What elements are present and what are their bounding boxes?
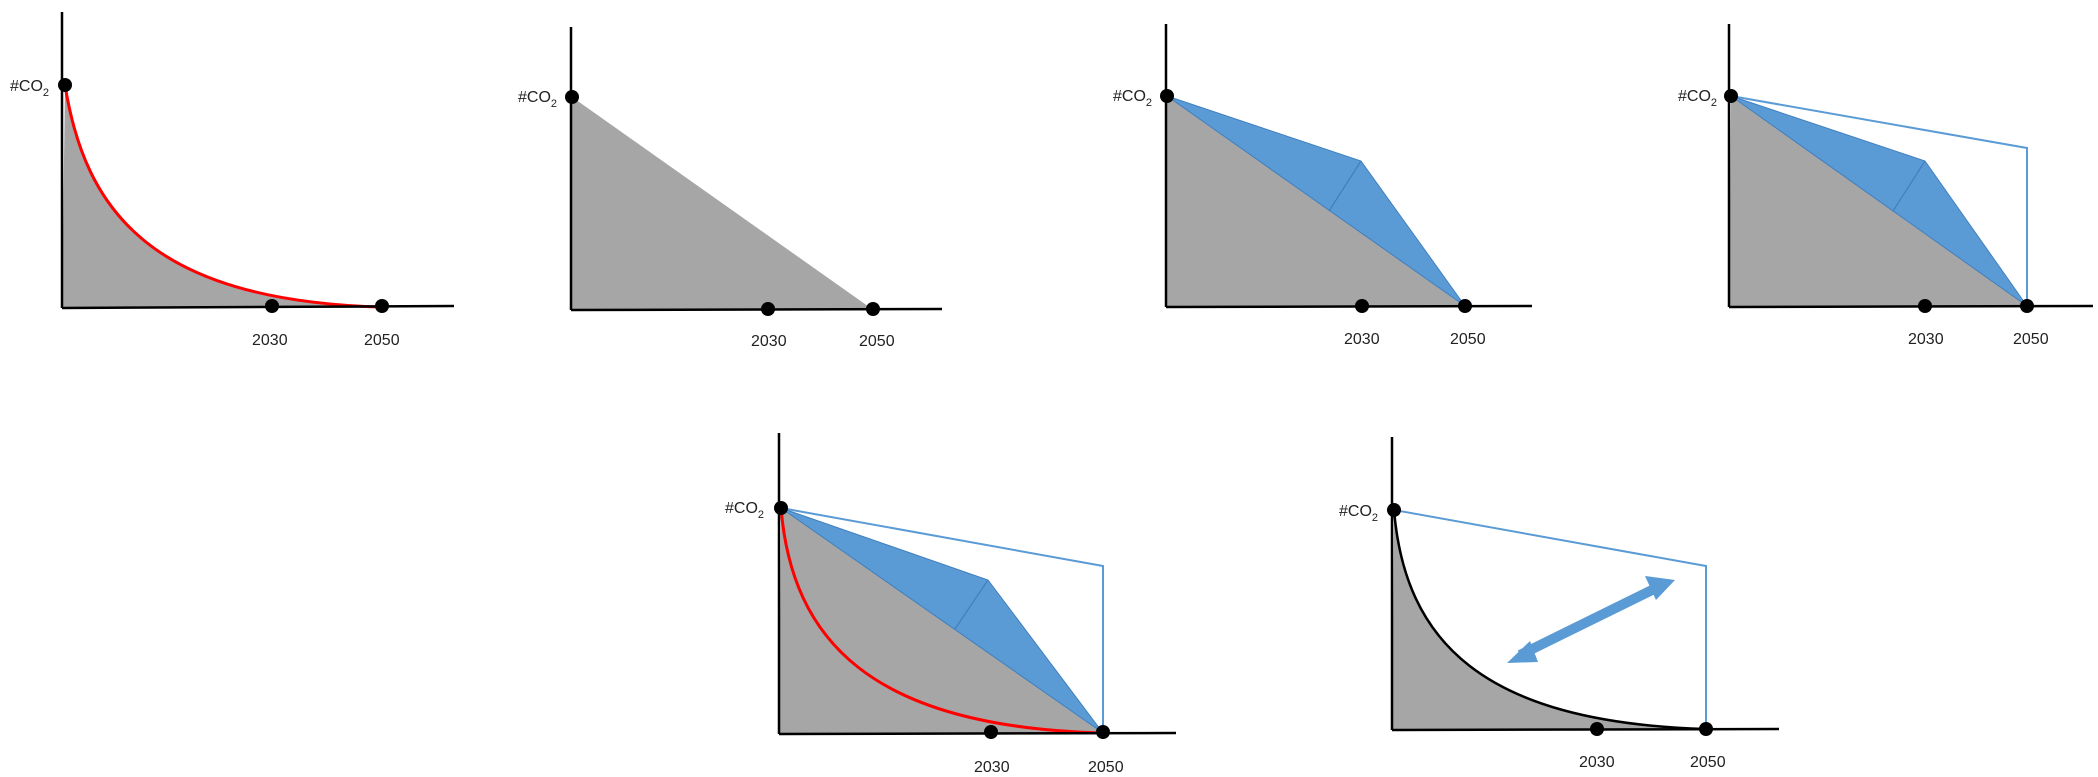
- co2-point: [1724, 89, 1738, 103]
- x-axis: [1728, 304, 2094, 309]
- tick-label-2030: 2030: [974, 759, 1010, 776]
- tick-label-2030: 2030: [252, 332, 288, 349]
- panel-5: #CO2 2030 2050: [725, 433, 1177, 776]
- blue-area: [1166, 95, 1466, 307]
- co2-label: #CO2: [725, 500, 764, 521]
- point-2050: [1096, 725, 1110, 739]
- co2-label: #CO2: [1113, 88, 1152, 109]
- panel-1: #CO2 2030 2050: [10, 12, 455, 349]
- tick-label-2050: 2050: [2013, 331, 2049, 348]
- point-2050: [866, 302, 880, 316]
- red-curve: [779, 507, 1104, 735]
- point-2030: [1918, 299, 1932, 313]
- co2-point: [565, 90, 579, 104]
- red-curve: [63, 84, 381, 309]
- co2-label: #CO2: [518, 89, 557, 110]
- co2-point: [774, 501, 788, 515]
- double-arrow: [1507, 576, 1675, 663]
- tick-label-2030: 2030: [1579, 754, 1615, 771]
- blue-outline: [1393, 509, 1707, 730]
- x-axis: [1391, 727, 1780, 732]
- point-2050: [2020, 299, 2034, 313]
- tick-label-2050: 2050: [859, 333, 895, 350]
- tick-label-2050: 2050: [364, 332, 400, 349]
- blue-outline: [780, 507, 1104, 733]
- co2-point: [1160, 89, 1174, 103]
- co2-label: #CO2: [1678, 88, 1717, 109]
- x-axis: [570, 307, 943, 312]
- tick-label-2030: 2030: [1908, 331, 1944, 348]
- point-2050: [1699, 722, 1713, 736]
- tick-label-2030: 2030: [751, 333, 787, 350]
- panel-4: #CO2 2030 2050: [1678, 24, 2094, 348]
- gray-area: [1729, 96, 2027, 307]
- gray-area: [62, 85, 380, 308]
- co2-label: #CO2: [10, 78, 49, 99]
- gray-area: [1392, 510, 1705, 730]
- tick-label-2050: 2050: [1450, 331, 1486, 348]
- blue-divider: [1892, 160, 1926, 212]
- point-2050: [375, 299, 389, 313]
- blue-outline: [1730, 95, 2028, 306]
- black-curve: [1392, 509, 1706, 731]
- blue-area: [1730, 95, 2028, 307]
- tick-label-2050: 2050: [1088, 759, 1124, 776]
- x-axis: [778, 731, 1177, 736]
- panel-2: #CO2 2030 2050: [518, 27, 943, 350]
- tick-label-2050: 2050: [1690, 754, 1726, 771]
- panel-6: #CO2 2030 2050: [1339, 437, 1780, 771]
- co2-label: #CO2: [1339, 503, 1378, 524]
- point-2030: [984, 725, 998, 739]
- point-2030: [761, 302, 775, 316]
- co2-point: [1387, 503, 1401, 517]
- point-2030: [1355, 299, 1369, 313]
- gray-area: [1165, 96, 1465, 307]
- point-2050: [1458, 299, 1472, 313]
- blue-divider: [954, 579, 989, 630]
- blue-area: [780, 507, 1104, 734]
- blue-divider: [1328, 160, 1362, 212]
- co2-point: [58, 78, 72, 92]
- x-axis: [1165, 304, 1533, 309]
- point-2030: [265, 299, 279, 313]
- panel-3: #CO2 2030 2050: [1113, 24, 1533, 348]
- gray-area: [571, 97, 872, 310]
- tick-label-2030: 2030: [1344, 331, 1380, 348]
- point-2030: [1590, 722, 1604, 736]
